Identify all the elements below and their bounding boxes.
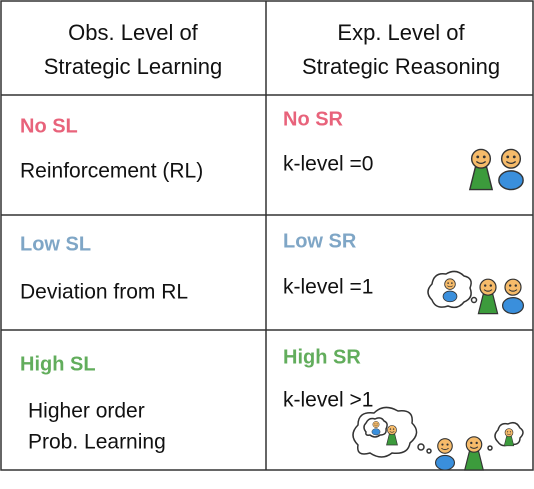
agent-icon bbox=[434, 438, 456, 471]
header-text: Exp. Level of bbox=[337, 20, 465, 45]
level-label: High SL bbox=[20, 353, 96, 375]
agent-icon bbox=[464, 436, 484, 471]
description: k-level >1 bbox=[283, 389, 373, 412]
description: Prob. Learning bbox=[28, 431, 166, 454]
header-text: Obs. Level of bbox=[68, 20, 199, 45]
table-grid bbox=[0, 0, 534, 471]
description: Reinforcement (RL) bbox=[20, 160, 203, 183]
level-label: Low SR bbox=[283, 230, 357, 252]
thought-bubble bbox=[487, 421, 524, 451]
level-label: No SR bbox=[283, 108, 344, 130]
agent-icon bbox=[501, 278, 525, 315]
header-text: Strategic Reasoning bbox=[302, 54, 500, 79]
level-label: Low SL bbox=[20, 233, 91, 255]
description: k-level =0 bbox=[283, 153, 373, 176]
description: k-level =1 bbox=[283, 276, 373, 299]
header-text: Strategic Learning bbox=[44, 54, 223, 79]
agent-icon bbox=[477, 278, 499, 315]
level-label: No SL bbox=[20, 115, 78, 137]
thought-bubble bbox=[427, 270, 478, 309]
thought-bubble bbox=[352, 406, 432, 458]
agent-icon bbox=[469, 148, 493, 191]
description: Higher order bbox=[28, 400, 145, 423]
level-label: High SR bbox=[283, 346, 361, 368]
agent-icon bbox=[498, 148, 524, 191]
description: Deviation from RL bbox=[20, 281, 188, 304]
